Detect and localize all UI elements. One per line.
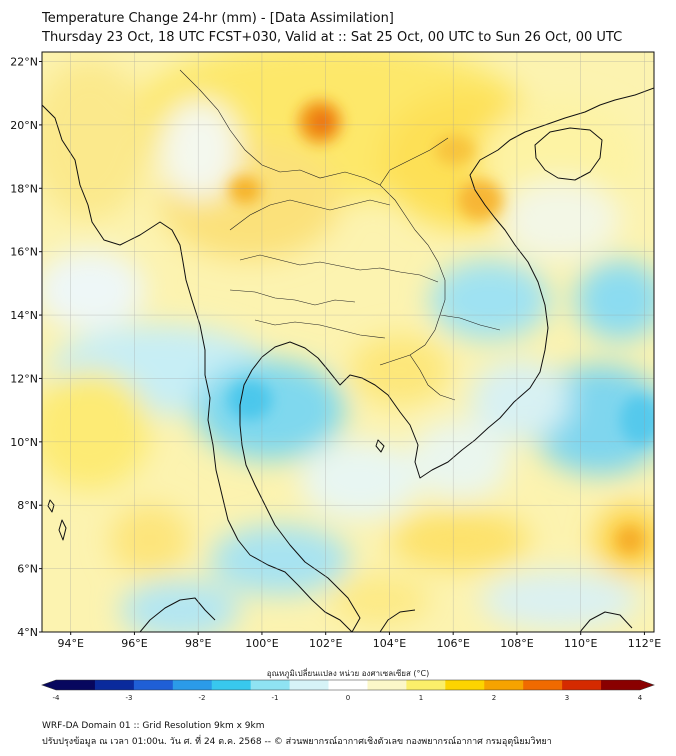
colorbar-tick-label: -2: [199, 694, 206, 702]
lat-label: 6°N: [17, 563, 38, 576]
map-title: Temperature Change 24-hr (mm) - [Data As…: [42, 11, 394, 26]
lat-label: 16°N: [10, 246, 38, 259]
colorbar-segment: [406, 680, 446, 690]
colorbar-segment: [56, 680, 96, 690]
colorbar: [41, 679, 655, 691]
lon-label: 94°E: [57, 637, 83, 650]
longitude-labels: 94°E 96°E 98°E 100°E 102°E 104°E 106°E 108°E 110…: [57, 632, 661, 650]
colorbar-segment: [601, 680, 641, 690]
colorbar-tick-label: 1: [419, 694, 423, 702]
colorbar-segment: [172, 680, 213, 690]
latitude-labels: 22°N 20°N 18°N 16°N 14°N 12°N 10°N 8°N 6°N 4°N: [10, 56, 42, 639]
colorbar-segment: [328, 680, 368, 690]
map-frame: [41, 51, 655, 633]
lat-label: 8°N: [17, 499, 38, 512]
lon-label: 110°E: [564, 637, 597, 650]
colorbar-segment: [484, 680, 524, 690]
lat-label: 20°N: [10, 119, 38, 132]
colorbar-segment: [211, 680, 252, 690]
colorbar-max-extend: [640, 680, 654, 690]
graticule: [42, 52, 654, 632]
lat-label: 4°N: [17, 626, 38, 639]
temperature-anomaly-field: [42, 52, 654, 632]
map-subtitle: Thursday 23 Oct, 18 UTC FCST+030, Valid …: [42, 30, 623, 45]
lon-label: 98°E: [185, 637, 211, 650]
colorbar-tick-label: 0: [346, 694, 350, 702]
colorbar-segment: [523, 680, 563, 690]
footer-model-info: WRF-DA Domain 01 :: Grid Resolution 9km …: [42, 721, 265, 731]
colorbar-outline: [41, 679, 655, 691]
lon-label: 100°E: [245, 637, 278, 650]
colorbar-ticks: -4 -3 -2 -1 0 1 2 3 4: [53, 694, 643, 702]
lon-label: 102°E: [309, 637, 342, 650]
lon-label: 108°E: [500, 637, 533, 650]
colorbar-title: อุณหภูมิเปลี่ยนแปลง หน่วย องศาเซลเซียส (…: [267, 667, 429, 679]
lat-label: 14°N: [10, 309, 38, 322]
lat-label: 10°N: [10, 436, 38, 449]
lon-label: 106°E: [436, 637, 469, 650]
colorbar-segment: [250, 680, 291, 690]
colorbar-tick-label: 4: [638, 694, 643, 702]
colorbar-min-extend: [42, 680, 56, 690]
colorbar-tick-label: -3: [126, 694, 133, 702]
colorbar-tick-label: -4: [53, 694, 61, 702]
colorbar-segment: [445, 680, 485, 690]
lon-label: 96°E: [121, 637, 147, 650]
footer-credits: ปรับปรุงข้อมูล ณ เวลา 01:00น. วัน ศ. ที่…: [42, 737, 552, 747]
colorbar-tick-label: 2: [492, 694, 496, 702]
colorbar-segment: [562, 680, 602, 690]
lon-label: 112°E: [628, 637, 661, 650]
lat-label: 12°N: [10, 372, 38, 385]
colorbar-segment: [289, 680, 330, 690]
lat-label: 22°N: [10, 56, 38, 69]
lat-label: 18°N: [10, 182, 38, 195]
colorbar-segment: [367, 680, 407, 690]
colorbar-segment: [133, 680, 174, 690]
colorbar-tick-label: 3: [565, 694, 569, 702]
colorbar-segment: [94, 680, 135, 690]
lon-label: 104°E: [373, 637, 406, 650]
colorbar-tick-label: -1: [272, 694, 279, 702]
country-borders: [179, 69, 501, 401]
